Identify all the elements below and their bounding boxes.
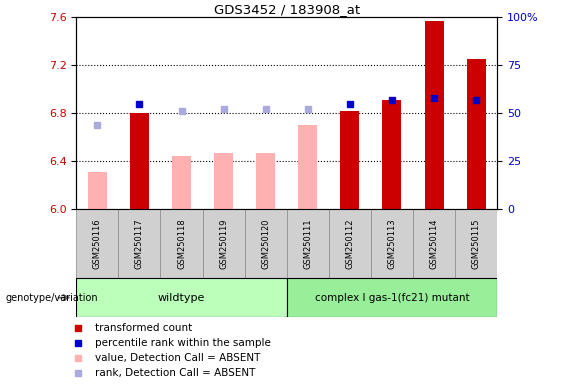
Text: complex I gas-1(fc21) mutant: complex I gas-1(fc21) mutant xyxy=(315,293,470,303)
Bar xyxy=(245,209,287,278)
Text: GSM250115: GSM250115 xyxy=(472,218,481,269)
Bar xyxy=(455,209,497,278)
Text: GSM250120: GSM250120 xyxy=(261,218,270,269)
Bar xyxy=(160,209,202,278)
Text: wildtype: wildtype xyxy=(158,293,205,303)
Bar xyxy=(371,209,413,278)
Text: percentile rank within the sample: percentile rank within the sample xyxy=(95,338,271,348)
Bar xyxy=(287,209,329,278)
Bar xyxy=(383,100,402,209)
Bar xyxy=(130,113,149,209)
Text: GSM250113: GSM250113 xyxy=(388,218,397,269)
Text: value, Detection Call = ABSENT: value, Detection Call = ABSENT xyxy=(95,353,260,363)
Text: GSM250114: GSM250114 xyxy=(429,218,438,269)
Bar xyxy=(119,209,160,278)
Text: genotype/variation: genotype/variation xyxy=(6,293,98,303)
Text: GSM250112: GSM250112 xyxy=(345,218,354,269)
Text: transformed count: transformed count xyxy=(95,323,193,333)
Text: GSM250119: GSM250119 xyxy=(219,218,228,269)
Text: GSM250118: GSM250118 xyxy=(177,218,186,269)
Bar xyxy=(214,153,233,209)
Text: GSM250116: GSM250116 xyxy=(93,218,102,269)
Text: rank, Detection Call = ABSENT: rank, Detection Call = ABSENT xyxy=(95,368,255,378)
Bar xyxy=(340,111,359,209)
Bar xyxy=(256,153,275,209)
Bar xyxy=(172,157,191,209)
Bar xyxy=(467,59,486,209)
Bar xyxy=(424,21,444,209)
Bar xyxy=(329,209,371,278)
Bar xyxy=(76,209,119,278)
Bar xyxy=(88,172,107,209)
Title: GDS3452 / 183908_at: GDS3452 / 183908_at xyxy=(214,3,360,16)
Bar xyxy=(287,278,497,317)
Bar xyxy=(76,278,287,317)
Bar xyxy=(413,209,455,278)
Text: GSM250117: GSM250117 xyxy=(135,218,144,269)
Text: GSM250111: GSM250111 xyxy=(303,218,312,269)
Bar xyxy=(202,209,245,278)
Bar xyxy=(298,125,318,209)
